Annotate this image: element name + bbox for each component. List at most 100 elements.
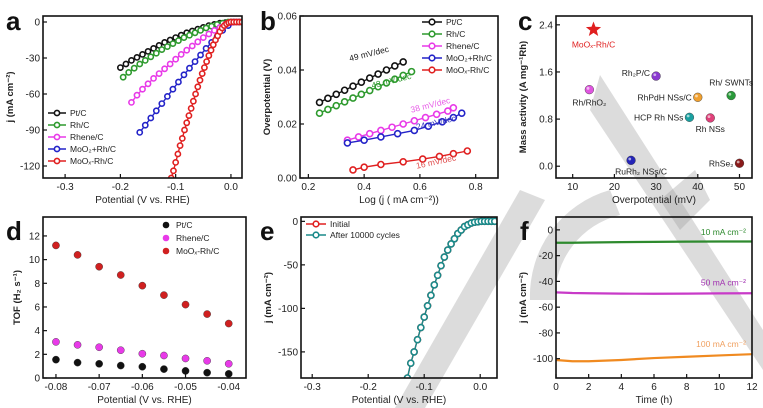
data-point [332, 101, 341, 110]
data-point [136, 128, 144, 136]
data-point [382, 66, 391, 74]
plot-area [556, 240, 752, 363]
y-tick-label: 12 [29, 231, 41, 242]
legend-marker [428, 54, 436, 62]
data-point [197, 51, 204, 59]
plot-area [315, 58, 472, 174]
data-point [210, 26, 218, 34]
legend-marker [53, 157, 61, 165]
data-point [391, 62, 399, 70]
x-axis-label: Time (h) [636, 395, 673, 406]
data-point [449, 104, 458, 112]
data-point [205, 30, 213, 38]
y-tick-label: 4 [34, 326, 40, 337]
y-tick-label: -100 [278, 304, 298, 315]
data-point [188, 42, 196, 50]
data-point [178, 134, 186, 142]
y-tick-label: 0.0 [539, 162, 553, 173]
data-point [726, 90, 736, 101]
data-point [418, 155, 427, 163]
data-point [410, 126, 419, 135]
data-point [128, 57, 135, 64]
data-point [185, 112, 193, 119]
legend-marker [428, 42, 436, 50]
x-tick-label: -0.06 [131, 382, 154, 393]
data-point [343, 139, 352, 147]
panel-label: b [260, 6, 276, 36]
point-label: Rh/RhO₂ [572, 98, 606, 108]
data-point [332, 90, 341, 99]
y-tick-label: 0.04 [278, 66, 298, 77]
data-point [651, 71, 661, 81]
data-point [202, 24, 210, 32]
data-point [450, 234, 459, 243]
data-point [172, 55, 180, 63]
data-point [201, 64, 208, 71]
y-tick-label: 0.06 [278, 12, 298, 23]
y-tick-label: 10 [29, 255, 41, 266]
y-tick-label: -150 [278, 347, 298, 358]
data-point [158, 100, 166, 107]
legend-marker [428, 66, 436, 74]
point-label: RhPdH NSs/C [637, 92, 691, 102]
x-tick-label: 0.4 [357, 182, 371, 193]
data-point [430, 281, 439, 289]
panel-f: f 0 2 4 6 8 10 12 0 -20 -40 -60 -80 -100 Time (h) j (mA… [518, 216, 758, 406]
data-point-highlight [695, 94, 698, 98]
y-axis-label: TOF (H₂ s⁻¹) [12, 270, 23, 325]
y-tick-label: 6 [34, 302, 40, 313]
data-point [52, 355, 60, 364]
x-tick-label: 12 [746, 382, 758, 393]
x-tick-label: 10 [567, 182, 579, 193]
data-point [128, 99, 135, 106]
plot-frame [555, 15, 753, 179]
data-point [169, 40, 177, 47]
data-point [360, 136, 368, 144]
data-point [490, 217, 497, 226]
data-point [183, 46, 191, 54]
data-point [447, 240, 455, 248]
data-point [354, 133, 363, 141]
data-point [95, 359, 103, 368]
series-line [556, 291, 752, 295]
data-point [315, 98, 324, 107]
point-label: RhSe₂ [709, 158, 734, 168]
data-point [435, 152, 444, 161]
data-point [391, 75, 399, 83]
legend-marker [53, 109, 61, 117]
series-annotation: 50 mA cm⁻² [701, 277, 746, 287]
data-point [203, 357, 211, 365]
x-tick-label: 0.0 [473, 382, 487, 393]
legend-label: After 10000 cycles [330, 230, 400, 240]
data-point [199, 34, 207, 41]
point-label: RuRh₂ NSs/C [615, 166, 667, 176]
panel-d: d -0.08 -0.07 -0.06 -0.05 -0.04 0 2 4 6 8 10 12 Poten… [6, 216, 247, 406]
data-point [407, 67, 416, 76]
legend-label: Rh/C [446, 29, 465, 39]
x-tick-label: -0.08 [45, 382, 68, 393]
plot-area [52, 241, 233, 378]
x-tick-label: -0.3 [304, 382, 322, 393]
data-point [584, 85, 594, 95]
data-point [349, 94, 357, 102]
data-point [424, 122, 433, 130]
data-point [437, 261, 445, 270]
data-point [141, 121, 149, 129]
data-point [130, 64, 138, 72]
x-tick-label: -0.04 [217, 382, 240, 393]
x-axis-label: Potential (V vs. RHE) [97, 395, 191, 406]
x-axis-label: Overpotential (mV) [612, 195, 696, 206]
data-point [144, 48, 152, 55]
data-point [133, 91, 141, 99]
x-tick-label: -0.05 [174, 382, 197, 393]
data-point [224, 359, 233, 368]
plot-frame [42, 216, 247, 379]
data-point [116, 361, 125, 370]
data-point [393, 129, 402, 138]
data-point [197, 26, 204, 34]
data-point [449, 113, 458, 122]
y-tick-label: -90 [26, 126, 41, 137]
legend-label: MoO₂+Rh/C [70, 144, 116, 154]
y-tick-label: 8 [34, 279, 40, 290]
